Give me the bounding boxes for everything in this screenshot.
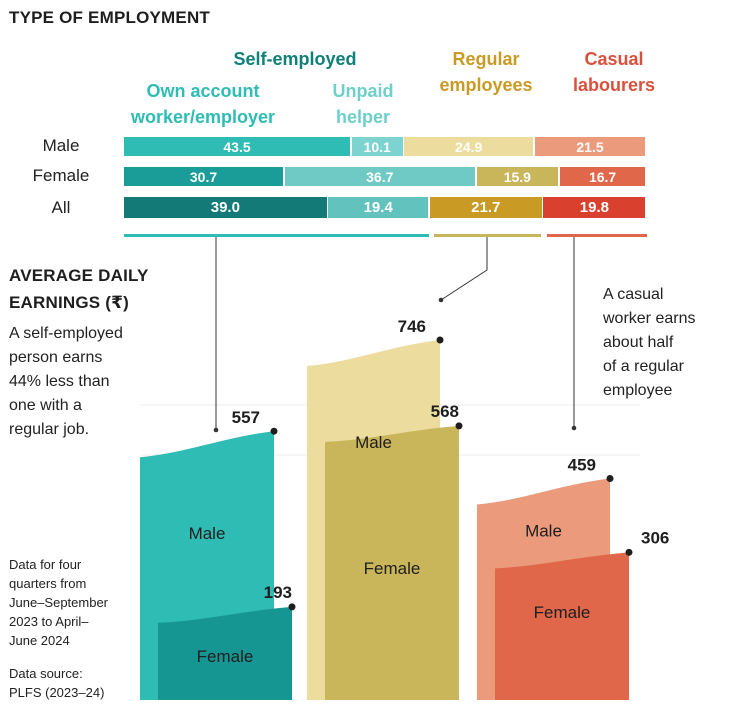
male-value-dot-0 [270, 427, 278, 435]
male-bar-label-0: Male [189, 524, 226, 543]
header-own-account-line2: worker/employer [130, 107, 276, 127]
bar-segment-female-1: 36.7 [284, 167, 475, 186]
header-unpaid-helper: Unpaid helper [320, 78, 406, 130]
source-line1: Data source: [9, 666, 83, 681]
male-bar-label-2: Male [525, 521, 562, 540]
header-unpaid-line1: Unpaid [332, 81, 394, 101]
female-earnings-bar-0 [158, 606, 292, 700]
note-self-line4: one with a [9, 397, 82, 414]
note-self-employed: A self-employed person earns 44% less th… [9, 322, 123, 442]
row-label-male: Male [42, 136, 80, 155]
note-self-line3: 44% less than [9, 373, 110, 390]
bar-segment-female-3: 16.7 [559, 167, 646, 186]
bar-segment-male-3: 21.5 [534, 137, 646, 156]
connector-self-employed-dot [213, 427, 219, 433]
note-casual-line3: about half [603, 334, 674, 351]
female-earnings-bar-2 [495, 552, 629, 700]
earnings-title: AVERAGE DAILY EARNINGS (₹) [9, 262, 149, 316]
note-casual-line2: worker earns [603, 310, 696, 327]
male-value-dot-2 [606, 474, 614, 482]
connector-casual-dot [571, 425, 577, 431]
earnings-title-line1: AVERAGE DAILY [9, 266, 149, 285]
header-regular-line2: employees [439, 75, 533, 95]
header-own-account-line1: Own account [146, 81, 260, 101]
note-self-line2: person earns [9, 349, 103, 366]
male-bar-label-1: Male [355, 433, 392, 452]
bar-segment-male-2: 24.9 [404, 137, 534, 156]
footnote-line1: Data for four [9, 557, 82, 572]
connector-regular-dot [438, 297, 444, 303]
header-casual: Casual labourers [555, 46, 673, 98]
footnote-line4: 2023 to April– [9, 614, 89, 629]
bar-segment-male-1: 10.1 [351, 137, 403, 156]
female-value-label-1: 568 [431, 402, 459, 421]
footnote-line5: June 2024 [9, 633, 70, 648]
bar-segment-male-0: 43.5 [124, 137, 350, 156]
data-source: Data source: PLFS (2023–24) [9, 664, 104, 702]
bar-segment-all-3: 19.8 [543, 197, 646, 218]
female-value-label-0: 193 [264, 583, 292, 602]
note-casual-line5: employee [603, 382, 673, 399]
row-label-all: All [51, 198, 71, 217]
connector-regular [440, 237, 488, 301]
bar-segment-all-1: 19.4 [328, 197, 429, 218]
female-value-dot-0 [288, 603, 296, 611]
note-casual: A casual worker earns about half of a re… [603, 283, 695, 403]
stacked-bar-chart: Male 43.5 10.1 24.9 21.5 Female 30.7 36.7 15.9 16… [0, 0, 749, 240]
male-value-label-0: 557 [232, 408, 260, 427]
header-unpaid-line2: helper [335, 107, 391, 127]
bracket-self-employed [124, 234, 429, 237]
page-title: TYPE OF EMPLOYMENT [9, 8, 211, 27]
footnote: Data for four quarters from June–Septemb… [9, 555, 108, 650]
note-self-line5: regular job. [9, 421, 90, 438]
female-bar-label-2: Female [534, 603, 591, 622]
female-bar-label-0: Female [197, 647, 254, 666]
female-value-dot-1 [455, 422, 463, 430]
earnings-title-line2: EARNINGS (₹) [9, 293, 130, 312]
female-value-label-2: 306 [641, 528, 669, 547]
note-self-line1: A self-employed [9, 325, 123, 342]
header-regular: Regular employees [426, 46, 546, 98]
male-value-label-2: 459 [568, 455, 596, 474]
male-value-dot-1 [436, 336, 444, 344]
source-line2: PLFS (2023–24) [9, 685, 105, 700]
row-label-female: Female [32, 166, 90, 185]
note-casual-line1: A casual [603, 286, 664, 303]
header-self-employed: Self-employed [233, 49, 357, 69]
male-value-label-1: 746 [398, 317, 426, 336]
female-bar-label-1: Female [364, 559, 421, 578]
header-regular-line1: Regular [452, 49, 520, 69]
bar-segment-female-2: 15.9 [476, 167, 559, 186]
header-casual-line1: Casual [584, 49, 644, 69]
footnote-line2: quarters from [9, 576, 87, 591]
female-value-dot-2 [625, 548, 633, 556]
note-casual-line4: of a regular [603, 358, 684, 375]
header-casual-line2: labourers [572, 75, 656, 95]
bracket-regular [434, 234, 541, 237]
bar-segment-all-0: 39.0 [124, 197, 327, 218]
bracket-casual [547, 234, 647, 237]
bar-segment-all-2: 21.7 [429, 197, 542, 218]
bar-segment-female-0: 30.7 [124, 167, 284, 186]
header-own-account: Own account worker/employer [110, 78, 296, 130]
female-earnings-bar-1 [325, 425, 459, 700]
footnote-line3: June–September [9, 595, 109, 610]
